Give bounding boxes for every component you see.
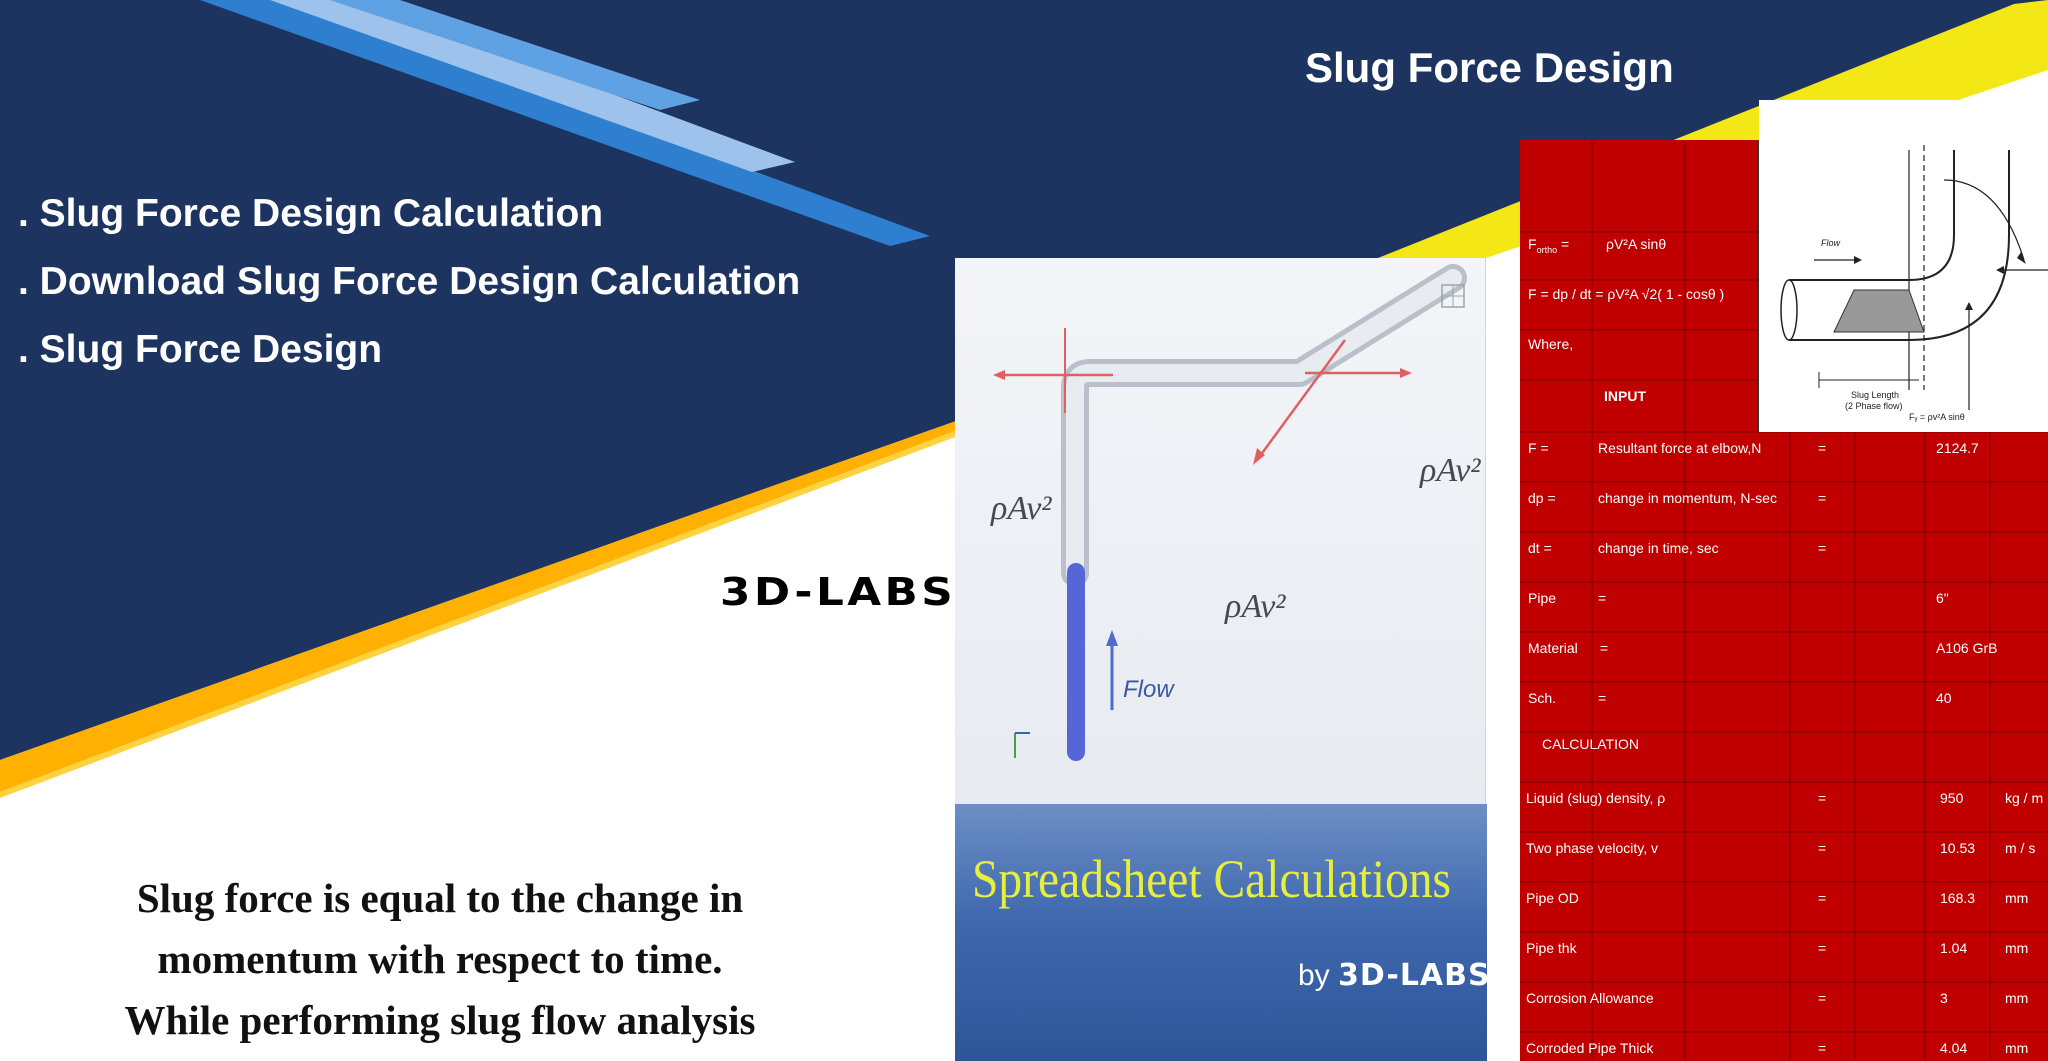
cover-by-word: by bbox=[1298, 959, 1330, 992]
calc-description: Pipe thk bbox=[1526, 940, 1577, 956]
input-value: 40 bbox=[1936, 690, 1952, 706]
calc-unit: kg / m bbox=[2005, 790, 2044, 806]
brand-logo: 3D-LABS bbox=[720, 570, 957, 614]
force-label-right: ρAv² bbox=[1420, 452, 1481, 489]
cover-byline: by 3D-LABS bbox=[1298, 958, 1491, 993]
calc-value: 3 bbox=[1940, 990, 1948, 1006]
description-line: While performing slug flow analysis bbox=[124, 997, 756, 1043]
book-cover-panel bbox=[955, 804, 1487, 1061]
input-equals: = bbox=[1818, 490, 1827, 506]
calc-unit: mm bbox=[2005, 890, 2029, 906]
calc-equals: = bbox=[1818, 890, 1827, 906]
calc-value: 168.3 bbox=[1940, 890, 1976, 906]
cover-title: Spreadsheet Calculations bbox=[972, 849, 1452, 909]
pipe-illustration-panel: ρAv² ρAv² ρAv² Flow bbox=[955, 258, 1486, 804]
calculation-header: CALCULATION bbox=[1542, 736, 1639, 752]
calc-description: Corrosion Allowance bbox=[1526, 990, 1654, 1006]
orange-stripe bbox=[0, 377, 1090, 792]
description-text: Slug force is equal to the change in mom… bbox=[60, 868, 820, 1051]
elbow-sketch bbox=[1780, 145, 2048, 410]
elbow-force-diagram: Flow Slug Length (2 Phase flow) Fᵧ = ρv²… bbox=[1757, 100, 2048, 432]
calc-equals: = bbox=[1818, 790, 1827, 806]
input-symbol: dp = bbox=[1528, 490, 1556, 506]
cover-brand: 3D-LABS bbox=[1338, 958, 1491, 993]
banner-title: Slug Force Design bbox=[1305, 44, 1674, 91]
force-label-left: ρAv² bbox=[991, 490, 1052, 527]
streak-blue bbox=[200, 0, 930, 246]
figure-slug-length-label: Slug Length bbox=[1851, 390, 1900, 400]
input-symbol: dt = bbox=[1528, 540, 1552, 556]
calc-equals: = bbox=[1818, 940, 1827, 956]
input-value: 6" bbox=[1936, 590, 1949, 606]
calc-value: 950 bbox=[1940, 790, 1964, 806]
figure-fy-label: Fᵧ = ρv²A sinθ bbox=[1909, 412, 1965, 422]
input-description: change in momentum, N-sec bbox=[1598, 490, 1777, 506]
description-line: Slug force is equal to the change in bbox=[136, 875, 744, 921]
input-description: = bbox=[1598, 590, 1607, 606]
bullet-item: . Download Slug Force Design Calculation bbox=[18, 260, 801, 303]
input-description: = bbox=[1598, 690, 1607, 706]
input-value: 2124.7 bbox=[1936, 440, 1979, 456]
calc-equals: = bbox=[1818, 1040, 1827, 1056]
calc-description: Liquid (slug) density, ρ bbox=[1526, 790, 1666, 806]
slug-liquid bbox=[1067, 563, 1085, 761]
calc-equals: = bbox=[1818, 990, 1827, 1006]
input-symbol: Sch. bbox=[1528, 690, 1557, 706]
streak-light-1 bbox=[270, 0, 795, 172]
calc-value: 1.04 bbox=[1940, 940, 1968, 956]
formula-f-ortho: Fortho = bbox=[1528, 236, 1570, 255]
calc-unit: mm bbox=[2005, 1040, 2029, 1056]
flow-label: Flow bbox=[1123, 676, 1174, 703]
formula-f-ortho-expression: ρV²A sinθ bbox=[1606, 236, 1667, 252]
input-description: change in time, sec bbox=[1598, 540, 1719, 556]
calc-description: Corroded Pipe Thick bbox=[1526, 1040, 1654, 1056]
figure-slug-note: (2 Phase flow) bbox=[1845, 401, 1903, 411]
input-symbol: Pipe bbox=[1528, 590, 1557, 606]
bullet-list: . Slug Force Design Calculation . Downlo… bbox=[18, 180, 800, 384]
bullet-item: . Slug Force Design Calculation bbox=[18, 192, 604, 235]
input-equals: = bbox=[1818, 540, 1827, 556]
calc-equals: = bbox=[1818, 840, 1827, 856]
input-equals: = bbox=[1818, 440, 1827, 456]
input-symbol: Material bbox=[1528, 640, 1578, 656]
description-line: momentum with respect to time. bbox=[157, 936, 723, 982]
calc-value: 10.53 bbox=[1940, 840, 1976, 856]
formula-f-total: F = dp / dt = ρV²A √2( 1 - cosθ ) bbox=[1528, 286, 1725, 302]
input-symbol: F = bbox=[1528, 440, 1549, 456]
pipe-illustration bbox=[993, 264, 1467, 761]
formula-where: Where, bbox=[1528, 336, 1574, 352]
calc-value: 4.04 bbox=[1940, 1040, 1968, 1056]
input-value: A106 GrB bbox=[1936, 640, 1998, 656]
bullet-item: . Slug Force Design bbox=[18, 328, 383, 371]
figure-flow-label: Flow bbox=[1821, 238, 1841, 248]
input-description: = bbox=[1600, 640, 1609, 656]
calc-description: Two phase velocity, v bbox=[1526, 840, 1659, 856]
calc-description: Pipe OD bbox=[1526, 890, 1579, 906]
input-description: Resultant force at elbow,N bbox=[1598, 440, 1762, 456]
calc-unit: m / s bbox=[2005, 840, 2036, 856]
input-header: INPUT bbox=[1604, 388, 1646, 404]
force-label-bottom: ρAv² bbox=[1225, 588, 1286, 625]
calc-unit: mm bbox=[2005, 990, 2029, 1006]
calc-unit: mm bbox=[2005, 940, 2029, 956]
streak-light-2 bbox=[330, 0, 700, 110]
